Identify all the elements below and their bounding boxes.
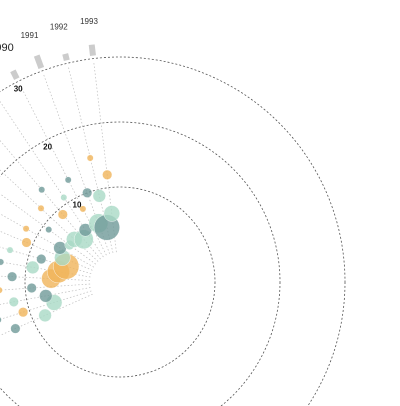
bubble-34	[79, 205, 87, 213]
bubble-16	[26, 260, 40, 275]
spoke-2019	[0, 293, 93, 336]
ring-label-10: 10	[73, 200, 82, 209]
bubble-23	[53, 241, 67, 255]
year-label-1990: 1990	[0, 42, 14, 54]
ring-label-20: 20	[43, 142, 52, 151]
year-bar-1991	[33, 54, 45, 70]
year-bar-1992	[62, 53, 70, 62]
ring-10	[24, 186, 216, 378]
bubble-41	[103, 205, 121, 222]
bubble-42	[102, 169, 113, 180]
bubble-0	[38, 308, 52, 323]
data-bubbles	[0, 154, 121, 334]
bubble-19	[36, 254, 47, 265]
spoke-1980	[0, 283, 91, 291]
bubble-30	[57, 209, 68, 220]
bubble-22	[21, 237, 32, 248]
year-labels: 2019202020211980198119821983198419851986…	[0, 17, 98, 54]
bubble-31	[38, 186, 46, 194]
year-bar-1990	[10, 69, 20, 81]
ring-20	[0, 121, 281, 406]
ring-label-30: 30	[14, 84, 23, 93]
bubble-35	[64, 176, 72, 184]
spoke-2021	[0, 287, 91, 305]
ring-30	[0, 56, 346, 406]
bubble-33	[60, 194, 68, 201]
spoke-1985	[0, 213, 95, 268]
year-label-1993: 1993	[80, 17, 98, 26]
year-label-1991: 1991	[21, 31, 39, 40]
year-bar-1993	[88, 44, 96, 56]
bubble-37	[82, 187, 93, 198]
ring-labels: 10 20 30	[14, 84, 82, 209]
bubble-7	[39, 289, 53, 303]
bubble-8	[8, 296, 19, 307]
bubble-13	[7, 271, 18, 282]
bubble-28	[37, 204, 45, 212]
bubble-39	[92, 189, 106, 203]
bubble-40	[86, 154, 94, 162]
bubble-5	[0, 316, 2, 323]
value-rings	[0, 56, 346, 406]
year-bars	[10, 44, 96, 81]
bubble-4	[18, 307, 29, 318]
bubble-11	[0, 286, 3, 294]
year-label-1992: 1992	[50, 22, 68, 31]
bubble-24	[22, 225, 30, 233]
bubble-17	[0, 258, 5, 266]
bubble-20	[6, 246, 14, 254]
bubble-10	[26, 283, 37, 294]
bubble-1	[10, 323, 21, 334]
bubble-26	[45, 226, 53, 234]
